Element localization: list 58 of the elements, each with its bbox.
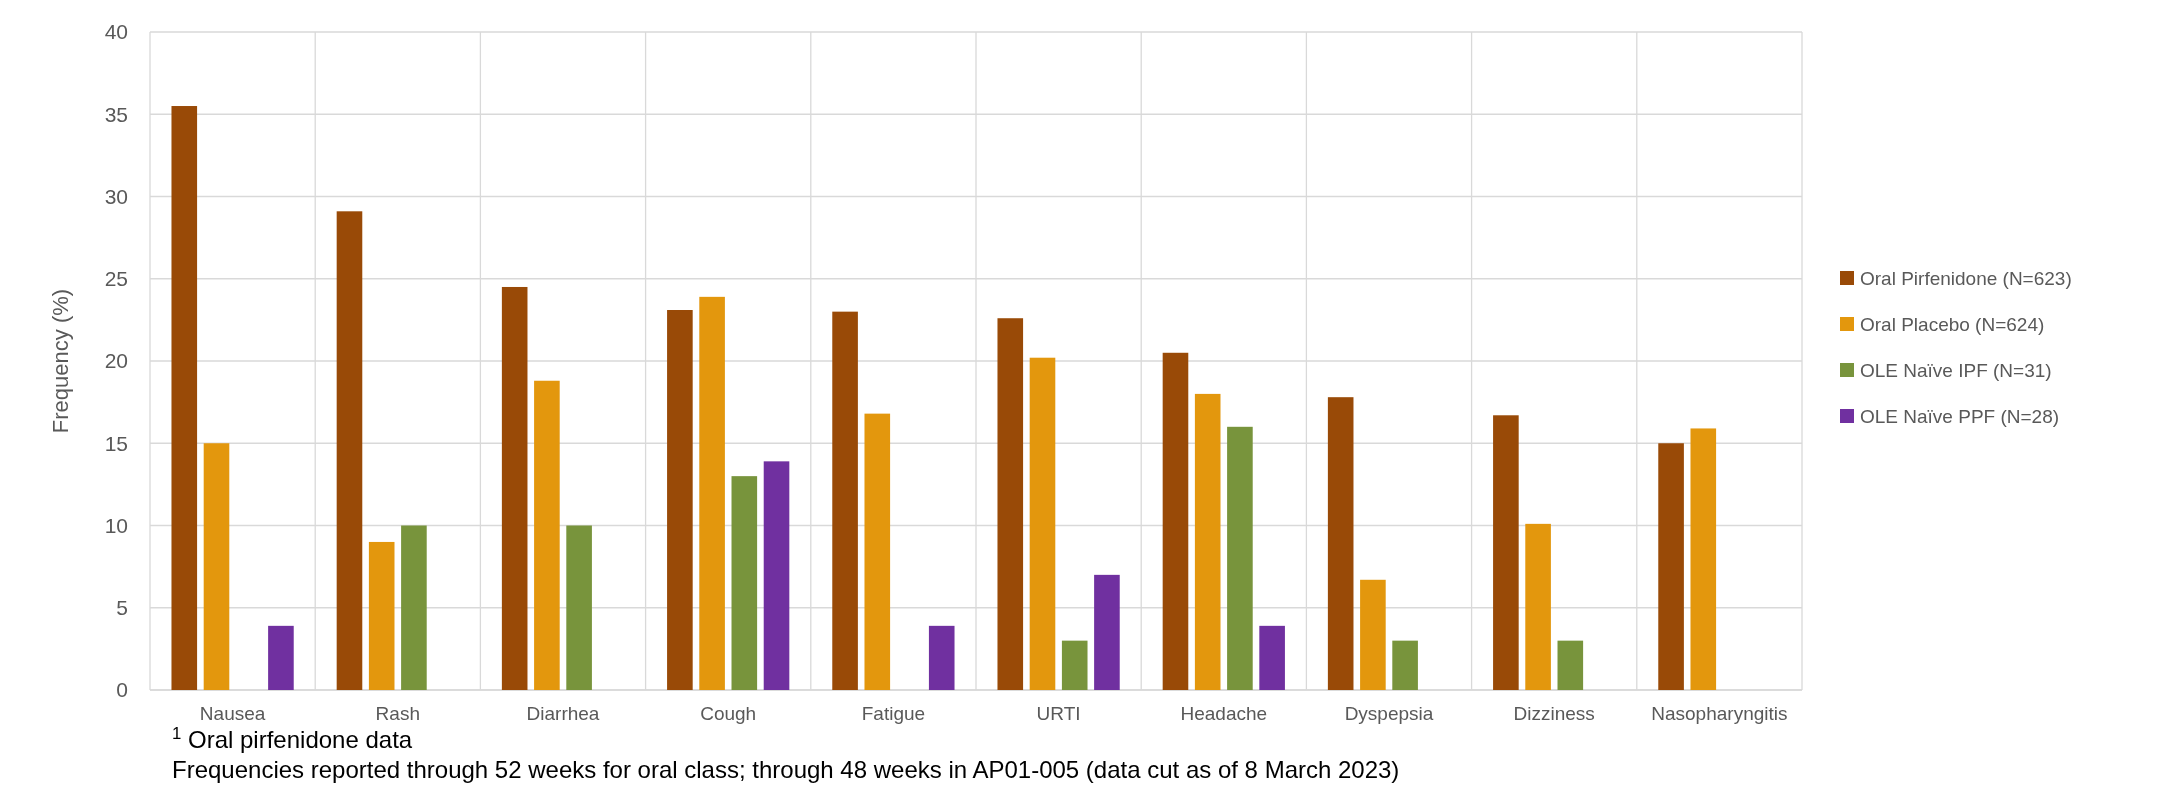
legend-label: OLE Naïve IPF (N=31) [1860,359,2052,381]
bar [1259,625,1285,690]
bar [1493,415,1519,690]
x-tick-label: Headache [1180,703,1268,724]
x-tick-label: Dizziness [1513,703,1595,724]
bar [1690,428,1717,690]
x-tick-label: URTI [1036,703,1081,724]
bar [268,625,294,690]
legend-label: Oral Pirfenidone (N=623) [1860,267,2072,289]
bar [203,443,230,690]
y-axis-title: Frequency (%) [48,288,73,434]
bar [1360,579,1386,690]
y-tick-label: 5 [116,596,128,620]
bar [1525,523,1551,690]
y-tick-label: 40 [104,20,128,44]
bar [864,413,891,690]
x-tick-label: Dyspepsia [1344,703,1434,724]
x-tick-label: Nausea [199,703,266,724]
text: $^{1}$ Oral pirfenidone data [172,723,413,753]
y-tick-label: 25 [104,267,128,291]
y-tick-label: 10 [104,513,128,537]
y-tick-label: 0 [116,678,128,702]
bar [667,310,693,690]
legend-label: Oral Placebo (N=624) [1860,313,2045,335]
bar [1094,574,1120,690]
legend-label: OLE Naïve PPF (N=28) [1860,405,2060,427]
bar [368,541,395,690]
y-tick-label: 30 [104,184,128,208]
bar [1327,397,1354,690]
bar [1557,640,1584,690]
bar [1658,443,1684,690]
x-tick-label: Rash [375,703,420,724]
x-tick-label: Nasopharyngitis [1651,703,1788,724]
bar [1162,352,1189,690]
bar [1194,393,1221,690]
bar [501,286,528,690]
x-tick-label: Fatigue [861,703,926,724]
bar [401,525,427,690]
y-tick-label: 35 [104,102,128,126]
bar [699,296,725,690]
y-tick-label: 20 [104,349,128,373]
bar [997,318,1024,690]
bar [1029,357,1056,690]
text: Frequencies reported through 52 weeks for oral class; through 48 weeks in AP01-005 (data cut as of 8 March 2023) [172,756,1400,783]
bar [731,476,758,690]
y-tick-label: 15 [104,431,128,455]
x-tick-label: Diarrhea [526,703,600,724]
bar [1227,426,1253,690]
bar [1392,640,1418,690]
bar [1061,640,1088,690]
x-tick-label: Cough [700,703,757,724]
bar [171,106,198,690]
bar [566,525,592,690]
bar [832,311,858,690]
bar [336,211,363,690]
bar [534,380,560,690]
bar [763,461,790,690]
bar [928,625,955,690]
